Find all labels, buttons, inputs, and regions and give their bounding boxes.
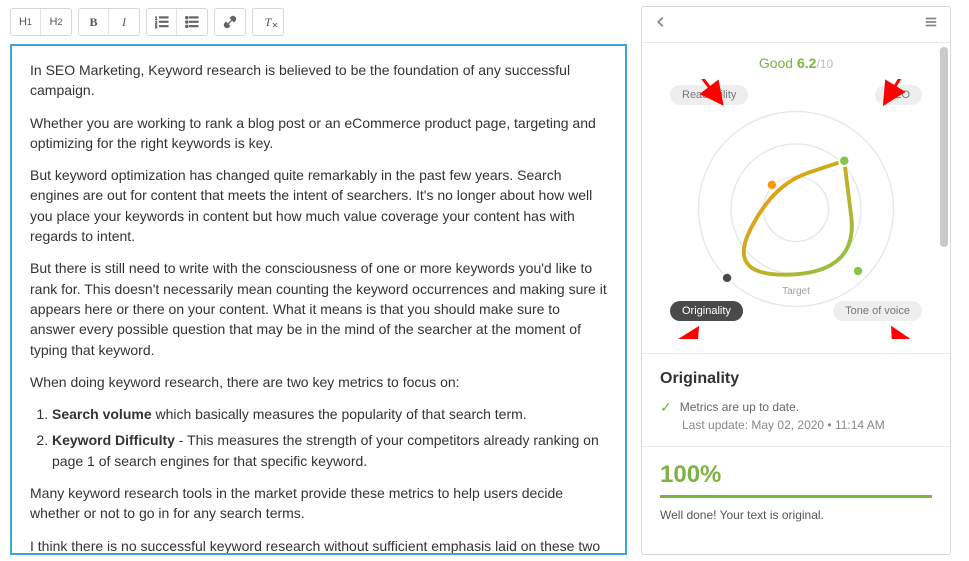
radar-svg (666, 79, 926, 339)
score-value: 6.2 (797, 55, 816, 71)
paragraph: But keyword optimization has changed qui… (30, 165, 607, 246)
pill-tone[interactable]: Tone of voice (833, 301, 922, 321)
insights-panel: Good 6.2/10 Readability SEO Originality … (641, 6, 951, 555)
status-row: ✓ Metrics are up to date. (660, 400, 932, 414)
unordered-list-button[interactable] (177, 9, 207, 35)
bold-button[interactable]: B (79, 9, 109, 35)
italic-button[interactable]: I (109, 9, 139, 35)
score-line: Good 6.2/10 (658, 55, 934, 71)
paragraph: In SEO Marketing, Keyword research is be… (30, 60, 607, 101)
paragraph: When doing keyword research, there are t… (30, 372, 607, 392)
paragraph: I think there is no successful keyword r… (30, 536, 607, 555)
originality-pct: 100% (660, 461, 932, 489)
originality-msg: Well done! Your text is original. (660, 508, 932, 522)
link-button[interactable] (215, 9, 245, 35)
pill-originality[interactable]: Originality (670, 301, 743, 321)
radar-chart: Readability SEO Originality Tone of voic… (666, 79, 926, 339)
list-item: Keyword Difficulty - This measures the s… (52, 430, 607, 471)
metrics-list: Search volume which basically measures t… (52, 404, 607, 471)
status-text: Metrics are up to date. (680, 400, 799, 414)
back-button[interactable] (654, 15, 668, 34)
last-update: Last update: May 02, 2020 • 11:14 AM (682, 418, 932, 432)
editor-toolbar: H1 H2 B I 123 T✕ (10, 6, 627, 38)
clear-format-button[interactable]: T✕ (253, 9, 283, 35)
svg-text:3: 3 (155, 24, 158, 29)
score-max: /10 (816, 57, 833, 71)
pill-seo[interactable]: SEO (875, 85, 922, 105)
editor-pane: H1 H2 B I 123 T✕ In SEO Marketing, K (10, 6, 627, 555)
paragraph: Many keyword research tools in the marke… (30, 483, 607, 524)
score-label: Good (759, 55, 793, 71)
menu-button[interactable] (924, 15, 938, 34)
editor-content[interactable]: In SEO Marketing, Keyword research is be… (10, 44, 627, 555)
pill-readability[interactable]: Readability (670, 85, 748, 105)
paragraph: But there is still need to write with th… (30, 258, 607, 359)
check-icon: ✓ (660, 400, 672, 414)
list-item: Search volume which basically measures t… (52, 404, 607, 424)
originality-title: Originality (660, 370, 932, 388)
target-label: Target (782, 286, 810, 297)
panel-header (642, 7, 950, 43)
panel-scroll[interactable]: Good 6.2/10 Readability SEO Originality … (642, 43, 950, 554)
heading2-button[interactable]: H2 (41, 9, 71, 35)
ordered-list-button[interactable]: 123 (147, 9, 177, 35)
radar-section: Good 6.2/10 Readability SEO Originality … (642, 43, 950, 353)
originality-card: Originality ✓ Metrics are up to date. La… (642, 353, 950, 446)
originality-bar (660, 495, 932, 498)
paragraph: Whether you are working to rank a blog p… (30, 113, 607, 154)
panel-scrollbar[interactable] (940, 47, 948, 247)
originality-score-card: 100% Well done! Your text is original. (642, 446, 950, 540)
heading1-button[interactable]: H1 (11, 9, 41, 35)
